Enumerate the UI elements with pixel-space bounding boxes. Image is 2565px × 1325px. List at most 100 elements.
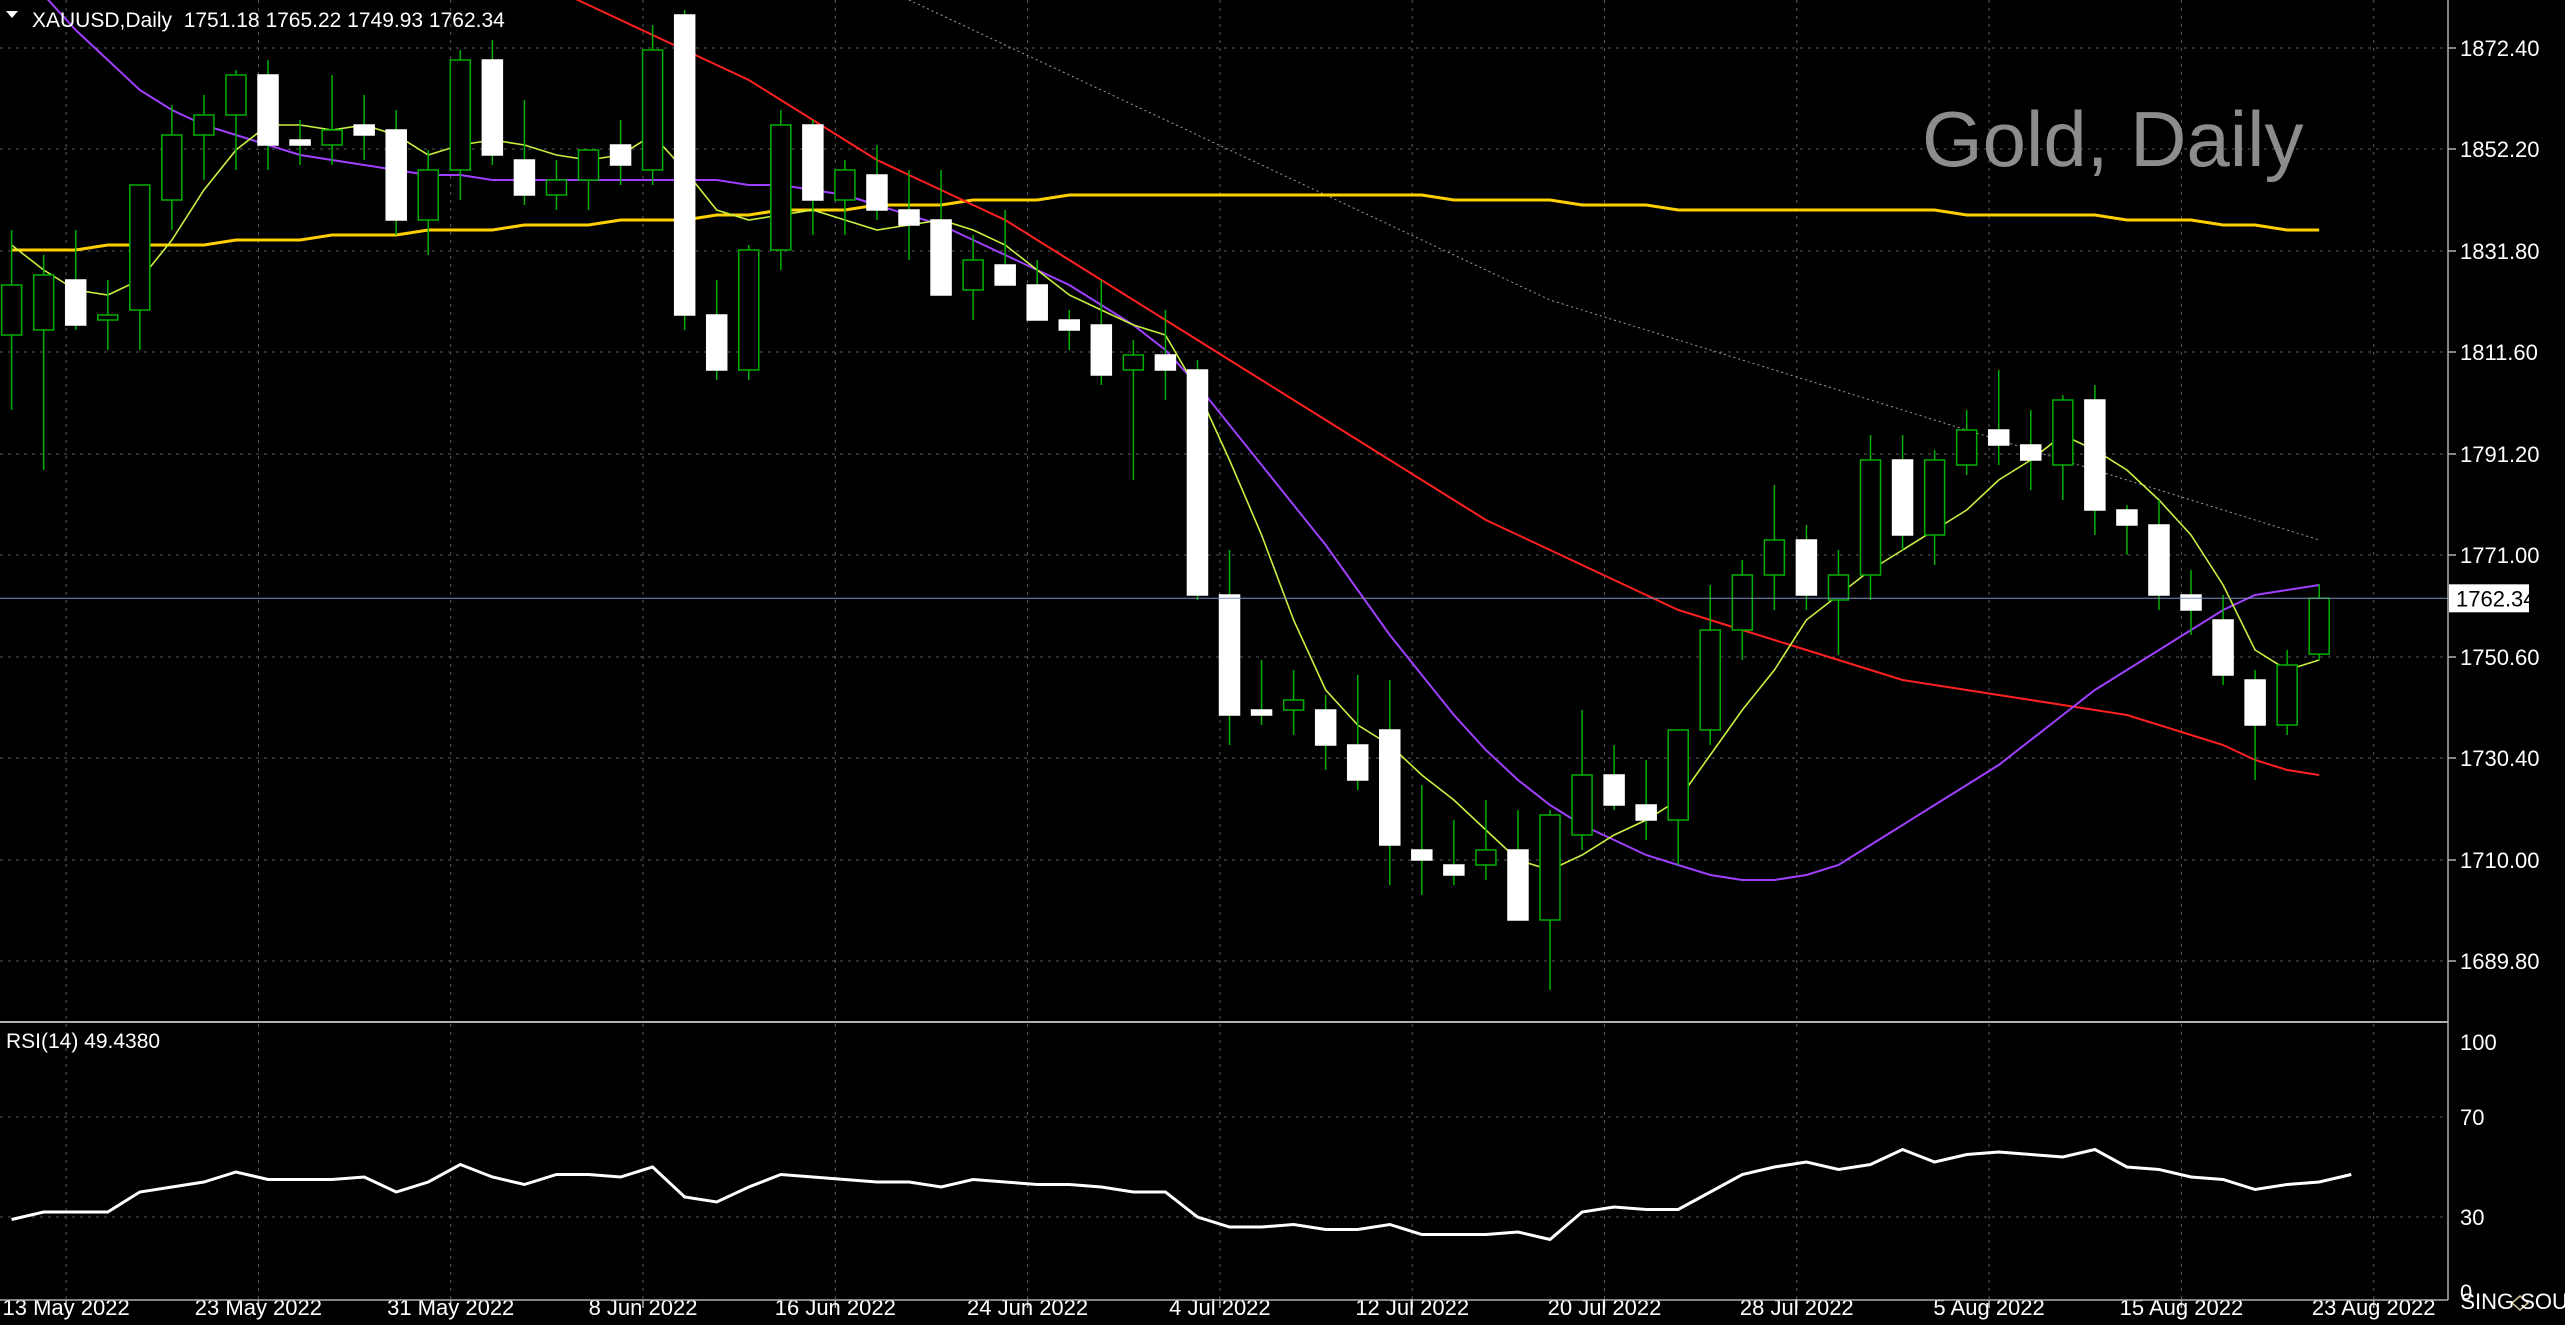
price-tick-label: 1852.20 (2460, 137, 2540, 162)
candle-bearish (1603, 774, 1625, 806)
candle-bullish (1667, 729, 1689, 821)
date-tick-label: 23 Aug 2022 (2312, 1295, 2436, 1320)
candle-bullish (641, 49, 664, 171)
price-tick-label: 1831.80 (2460, 239, 2540, 264)
rsi-tick-label: 30 (2460, 1205, 2484, 1230)
candle-bearish (257, 74, 279, 146)
candle-bearish (1026, 284, 1048, 321)
candle-bullish (1827, 574, 1850, 601)
candle-bearish (1507, 849, 1529, 921)
chart-watermark-title: Gold, Daily (1922, 95, 2303, 183)
candle-bearish (385, 129, 407, 221)
candle-bearish (2084, 399, 2106, 511)
candle-bullish (962, 259, 984, 291)
rsi-tick-label: 100 (2460, 1030, 2497, 1055)
price-tick-label: 1771.00 (2460, 543, 2540, 568)
candle-bearish (353, 124, 375, 136)
date-tick-label: 5 Aug 2022 (1933, 1295, 2044, 1320)
candle-bearish (609, 144, 632, 166)
candle-bearish (2148, 524, 2170, 596)
candle-bullish (1731, 574, 1754, 631)
candle-bearish (2020, 444, 2042, 461)
candle-bearish (1411, 849, 1433, 861)
candle-bearish (481, 59, 504, 156)
candle-bearish (2116, 509, 2138, 526)
candle-bullish (1923, 459, 1946, 536)
candle-bullish (1571, 774, 1593, 836)
candle-bearish (2244, 679, 2266, 726)
candle-bullish (1955, 429, 1978, 466)
brand-logo-icon (2510, 1295, 2530, 1311)
candle-bearish (802, 124, 824, 201)
candle-bullish (97, 314, 119, 321)
current-price-label: 1762.34 (2456, 586, 2536, 611)
candle-bullish (161, 134, 183, 201)
candle-bearish (1443, 864, 1465, 876)
candle-bearish (898, 209, 920, 226)
price-tick-label: 1872.40 (2460, 36, 2540, 61)
collapse-triangle-icon[interactable] (6, 11, 18, 18)
axis-layer: 1872.40 1852.20 1831.80 1811.60 1791.20 1771.… (0, 36, 2540, 1320)
candle-bearish (289, 139, 311, 146)
candle-bullish (2052, 399, 2074, 466)
price-tick-label: 1689.80 (2460, 949, 2540, 974)
rsi-tick-label: 70 (2460, 1105, 2484, 1130)
price-tick-label: 1811.60 (2460, 340, 2538, 365)
candle-bearish (1891, 459, 1914, 536)
candle-bearish (1795, 539, 1818, 596)
candle-bearish (1314, 709, 1337, 746)
symbol-ohlc-header: XAUUSD,Daily 1751.18 1765.22 1749.93 176… (32, 9, 505, 32)
rsi-tick-label: 0 (2460, 1280, 2472, 1305)
candle-bullish (1859, 459, 1882, 576)
candle-bullish (1122, 354, 1145, 371)
candle-bullish (770, 124, 792, 251)
candle-bearish (513, 159, 536, 196)
candle-bullish (2308, 597, 2330, 655)
price-tick-label: 1750.60 (2460, 645, 2540, 670)
date-tick-label: 8 Jun 2022 (589, 1295, 698, 1320)
candle-bearish (1346, 744, 1369, 781)
date-tick-label: 23 May 2022 (195, 1295, 322, 1320)
candle-bullish (1763, 539, 1786, 576)
candle-bullish (417, 169, 440, 221)
price-tick-label: 1791.20 (2460, 442, 2540, 467)
price-tick-label: 1710.00 (2460, 848, 2540, 873)
candle-bearish (2212, 619, 2234, 676)
date-tick-label: 20 Jul 2022 (1548, 1295, 1662, 1320)
date-tick-label: 16 Jun 2022 (775, 1295, 896, 1320)
candle-bullish (225, 74, 247, 116)
current-price-badge (2449, 584, 2529, 613)
candle-bullish (32, 274, 55, 331)
candle-bearish (1186, 369, 1209, 596)
candle-bullish (321, 129, 343, 146)
candle-bearish (1250, 709, 1273, 716)
candle-layer (0, 10, 2330, 990)
candle-bearish (64, 279, 87, 326)
price-tick-label: 1730.40 (2460, 746, 2540, 771)
candle-bearish (1987, 429, 2010, 446)
candle-bearish (1090, 324, 1113, 376)
date-tick-label: 31 May 2022 (387, 1295, 514, 1320)
candle-bearish (1058, 319, 1081, 331)
date-tick-label: 15 Aug 2022 (2120, 1295, 2244, 1320)
candle-bearish (1218, 594, 1241, 716)
candle-bearish (705, 314, 728, 371)
candle-bearish (2180, 594, 2202, 611)
candle-bearish (1154, 354, 1177, 371)
candle-bearish (1379, 729, 1401, 846)
candle-bearish (866, 174, 888, 211)
candle-bullish (129, 184, 151, 311)
rsi-header: RSI(14) 49.4380 (6, 1030, 160, 1053)
rsi-layer (11, 1147, 2352, 1242)
candle-bearish (1635, 804, 1657, 821)
candle-bullish (0, 284, 23, 336)
brand-label: SING SOUND (2460, 1289, 2565, 1314)
candle-bullish (1699, 629, 1722, 731)
candle-bearish (930, 219, 952, 296)
candle-bearish (994, 264, 1016, 286)
candle-bullish (834, 169, 856, 201)
date-tick-label: 12 Jul 2022 (1355, 1295, 1469, 1320)
candle-bullish (1539, 814, 1561, 921)
